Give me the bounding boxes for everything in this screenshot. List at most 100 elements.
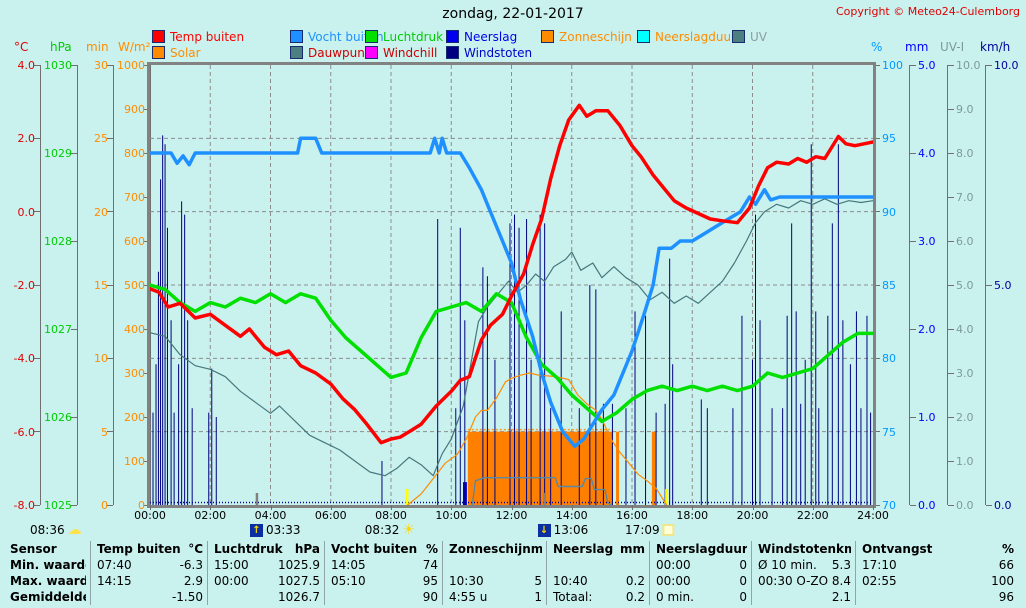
axis-tick [948, 372, 954, 374]
table-cell-avg: 2.1 [758, 589, 851, 605]
table-cell-max: 00:30 O-ZO 8.4 [758, 573, 851, 589]
x-axis-tick [873, 505, 874, 510]
axis-tick-label: 1030 [44, 59, 72, 72]
sun-pale-icon [662, 524, 675, 536]
sunshine-block [651, 431, 656, 505]
table-column-ontvangst: Ontvangst% 17:10 66 02:55 100 96 [855, 541, 1018, 605]
cell-time: Totaal: [553, 590, 593, 604]
legend-item-dauwpunt: Dauwpunt [290, 45, 370, 60]
legend-swatch-temp-buiten-icon [152, 30, 165, 43]
x-axis-tick-label: 16:00 [616, 509, 648, 522]
cell-value: 1 [534, 590, 542, 604]
x-axis-tick [451, 505, 453, 510]
axis-tick [910, 240, 916, 242]
axis-tick [34, 504, 40, 506]
table-column-header: Vocht buiten% [331, 541, 438, 557]
table-cell-min: 15:00 1025.9 [214, 557, 320, 573]
table-column-header: Temp buiten °C [97, 541, 203, 557]
page-title: zondag, 22-01-2017 [442, 6, 584, 22]
axis-tick [874, 284, 880, 286]
legend-label: Windstoten [464, 45, 533, 60]
axis-unit-hpa: hPa [50, 40, 72, 54]
axis-tick-label: 500 [124, 279, 145, 292]
cell-value: 1026.7 [278, 590, 320, 604]
legend-swatch-dauwpunt-icon [290, 46, 303, 59]
legend-swatch-neerslag-icon [446, 30, 459, 43]
cell-time: 00:30 [758, 574, 793, 588]
marker-1306-moon-down: ↓ 13:06 [537, 523, 589, 537]
table-cell-avg: 96 [862, 589, 1014, 605]
axis-tick [986, 504, 992, 506]
axis-tick-label: 4.0 [956, 323, 974, 336]
legend-label: Dauwpunt [308, 45, 370, 60]
cell-value: 0 [739, 558, 747, 572]
x-axis-tick [330, 505, 332, 510]
cell-value: 96 [998, 590, 1014, 604]
axis-tick-label: 200 [124, 411, 145, 424]
table-column-luchtdruk: Luchtdruk hPa 15:00 1025.9 00:00 1027.5 1026.7 [207, 541, 324, 605]
column-unit: °C [188, 542, 203, 556]
axis-tick [71, 504, 77, 506]
x-axis-tick-label: 00:00 [134, 509, 166, 522]
column-unit: hPa [294, 542, 320, 556]
cell-value: 0.2 [625, 574, 645, 588]
cell-value: 0 [739, 574, 747, 588]
axis-tick-label: 10.0 [994, 59, 1019, 72]
cell-time: 0 min. [656, 590, 694, 604]
axis-tick-label: 1026 [44, 411, 72, 424]
axis-tick-label: 2.0 [17, 132, 36, 146]
table-cell-min: 14:05 74 [331, 557, 438, 573]
axis-unit-km-h: km/h [980, 40, 1011, 54]
column-name: Vocht buiten [331, 542, 418, 556]
axis-tick [874, 137, 880, 139]
cell-value: 0 [739, 590, 747, 604]
table-cell-min: 07:40 -6.3 [97, 557, 203, 573]
axis-tick [107, 284, 113, 286]
axis-tick-label: 5.0 [994, 279, 1012, 292]
cell-time: 00:00 [656, 574, 691, 588]
legend-item-windchill: Windchill [365, 46, 437, 60]
axis-tick [71, 416, 77, 418]
legend-label: Temp buiten [170, 29, 245, 44]
table-cell-max: 05:10 95 [331, 573, 438, 589]
axis-tick [948, 152, 954, 154]
x-axis-tick-label: 20:00 [736, 509, 769, 522]
table-column-zonneschijn: Zonneschijnmin 10:30 5 4:55 u 1 [442, 541, 546, 605]
marker-time: 13:06 [553, 523, 589, 537]
axis-tick [71, 328, 77, 330]
axis-tick-label: 4.0 [17, 59, 36, 72]
axis-tick-label: -4.0 [13, 352, 35, 366]
marker-0836-cloud: 08:36 ☁ [30, 523, 82, 538]
series-line-solar [407, 372, 668, 505]
axis-unit-: % [871, 40, 883, 54]
series-line-luchtdruk [150, 283, 873, 424]
cell-value: 74 [422, 558, 438, 572]
moon-down-icon: ↓ [537, 523, 551, 537]
table-cell-min: 17:10 66 [862, 557, 1014, 573]
axis-tick [874, 504, 880, 506]
x-axis-tick [391, 505, 392, 510]
axis-tick-label: 400 [124, 323, 145, 336]
legend-label: Neerslagduur [655, 29, 736, 44]
table-cell-max: 02:55 100 [862, 573, 1014, 589]
legend-swatch-windchill-icon [365, 46, 378, 59]
axis-tick [986, 64, 992, 66]
axis-tick-label: 2.0 [956, 411, 974, 424]
axis-tick-label: 10.0 [956, 59, 981, 72]
column-unit: % [1001, 542, 1014, 556]
legend-label: Neerslag [464, 29, 518, 44]
cell-time: 4:55 u [449, 590, 488, 604]
legend-item-luchtdruk: Luchtdruk [365, 30, 443, 44]
table-column-header: Ontvangst% [862, 541, 1014, 557]
legend-label: UV [750, 29, 767, 44]
column-name: Windstoten [758, 542, 837, 556]
x-axis-tick [632, 505, 633, 510]
axis-tick [948, 284, 954, 286]
cell-time: 00:00 [214, 574, 249, 588]
axis-tick-label: 800 [124, 147, 145, 160]
axis-tick [948, 64, 954, 66]
x-axis-tick-label: 12:00 [495, 509, 528, 522]
axis-tick-label: 0.0 [17, 205, 36, 219]
